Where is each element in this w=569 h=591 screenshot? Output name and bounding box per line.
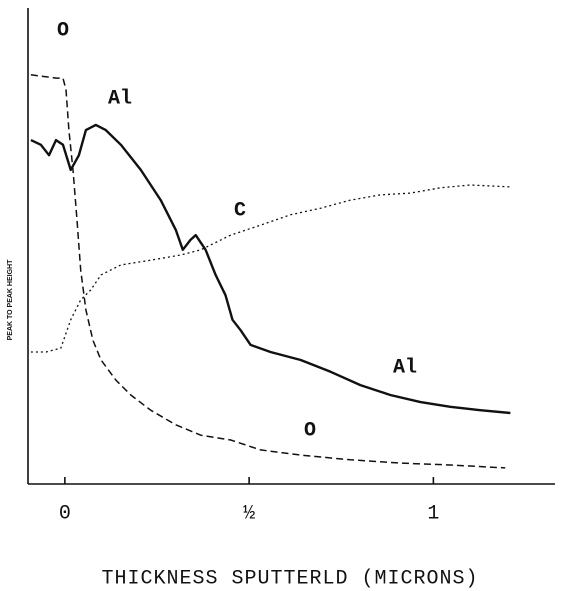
x-tick-label: 1 [427,502,439,525]
x-axis-label: THICKNESS SPUTTERLD (MICRONS) [101,567,478,590]
annotation: Al [393,356,417,379]
series-line [30,184,511,353]
series-line [30,74,506,469]
x-tick-label: 0 [59,502,71,525]
series-label: Al [108,87,132,110]
y-axis-label: PEAK TO PEAK HEIGHT [7,259,14,340]
x-tick-label: ½ [243,502,255,525]
series-line [30,123,511,415]
series-label: O [57,19,69,42]
annotation: O [304,419,316,442]
series-label: C [234,199,246,222]
